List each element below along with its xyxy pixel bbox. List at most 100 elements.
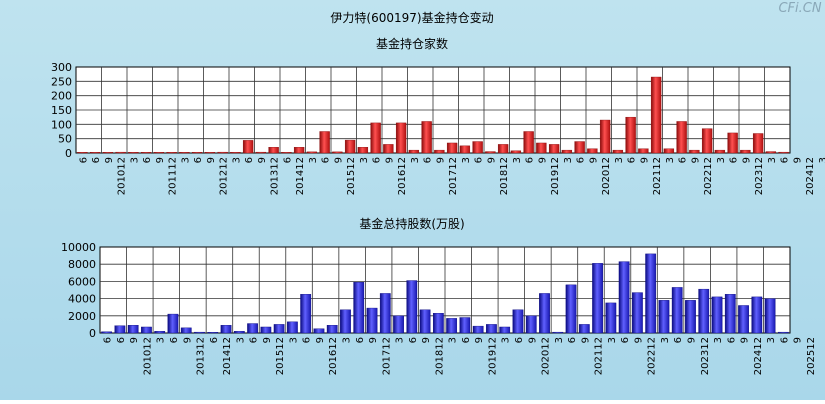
chart1-x-tick-label: 9 [206,157,217,163]
chart1-bar [281,151,292,154]
chart2-bar [233,331,245,334]
chart1-bar [472,141,483,154]
chart1-bar [752,133,764,154]
chart1-x-tick-label: 9 [104,157,115,163]
chart1-x-tick-label: 3 [461,157,472,163]
chart1-x-tick-label: 6 [576,157,587,163]
chart2-x-tick-label: 3 [501,337,512,343]
chart2-bar [565,284,577,334]
chart1-bar [574,141,585,154]
chart2-x-tick-label: 9 [129,337,140,343]
chart1-x-tick-label: 9 [537,157,548,163]
chart1-bar [77,151,88,154]
chart2-x-tick-label: 6 [673,337,684,343]
chart2-bar [180,327,192,334]
chart2-bar [459,317,471,334]
chart2-bar [432,313,444,334]
chart2-x-tick-label: 6 [620,337,631,343]
chart1-x-tick-label: 9 [741,157,752,163]
chart2-bar [605,302,617,334]
chart2-x-tick-label: 201912 [487,337,498,375]
chart1-x-tick-label: 201912 [550,157,561,195]
chart1-x-tick-label: 3 [665,157,676,163]
chart1-x-tick-label: 6 [244,157,255,163]
chart2-bar [220,325,232,334]
chart2-x-tick-label: 9 [182,337,193,343]
chart1-bar [497,144,509,154]
chart1-x-tick-label: 3 [818,157,825,163]
chart1-y-tick-label: 100 [51,118,72,131]
chart1-x-tick-label: 6 [78,157,89,163]
chart1-x-tick-label: 6 [780,157,791,163]
chart1-x-tick-label: 3 [716,157,727,163]
chart1-x-tick-label: 201012 [117,157,128,195]
chart1-x-tick-label: 9 [792,157,803,163]
chart2-bar [738,305,749,334]
chart2-x-tick-label: 9 [474,337,485,343]
chart1-bar [663,148,675,154]
chart1-x-tick-label: 201612 [397,157,408,195]
chart2-bar [114,325,126,334]
chart2-bar [645,253,657,334]
chart2-bar [247,323,258,334]
chart1-x-tick-label: 202312 [754,157,765,195]
chart1-x-tick-label: 6 [678,157,689,163]
chart2-bar [525,315,537,334]
chart1-bar [727,132,738,154]
chart2-bar [685,300,696,334]
chart1-bar [255,151,267,154]
chart2-x-tick-label: 202112 [594,337,605,375]
chart1-bar [332,151,343,154]
chart1-x-tick-label: 201512 [346,157,357,195]
chart1-bar [536,142,547,154]
chart1-title: 基金持仓家数 [376,36,448,51]
chart1-bar [166,151,177,154]
chart1-bar [638,148,649,154]
chart1-bar [357,147,369,154]
chart2-y-tick-label: 10000 [61,241,96,254]
chart1-bar [778,151,789,154]
chart2-bar [486,324,497,334]
chart1-bar [612,149,624,154]
chart2-bar [698,288,710,334]
chart2-bar [632,292,643,334]
chart2-bar [300,294,312,334]
chart1-x-tick-label: 3 [410,157,421,163]
chart1-bar [599,119,611,154]
chart2-bar [154,331,166,334]
chart2-bar [379,293,391,334]
chart2-x-tick-label: 201312 [196,337,207,375]
chart2-bar [552,331,564,334]
chart2-y-tick-label: 8000 [68,258,96,271]
chart2-bar [711,296,723,334]
chart1-x-tick-label: 9 [639,157,650,163]
chart2-bar [406,280,418,334]
chart2-x-tick-label: 202312 [700,337,711,375]
chart2-x-tick-label: 3 [766,337,777,343]
chart1-bar [89,151,101,154]
chart1-x-tick-label: 6 [142,157,153,163]
chart1-x-tick-label: 9 [588,157,599,163]
chart1-x-tick-label: 9 [486,157,497,163]
chart1-y-tick-label: 150 [51,104,72,117]
chart1-x-tick-label: 201112 [168,157,179,195]
chart1-bar [421,121,432,154]
chart2-bar [764,298,776,334]
chart2-bar [141,326,152,334]
chart2-bar [313,328,325,334]
chart2-bar [724,294,736,334]
chart1-bar [523,131,534,154]
chart1-bar [510,150,522,154]
chart1-x-tick-label: 6 [372,157,383,163]
chart1-bar [434,149,445,154]
chart1-bar [459,145,471,154]
chart2-bar [101,331,113,334]
chart1-bar [230,151,241,154]
chart2-x-tick-label: 201712 [381,337,392,375]
chart2-x-tick-label: 3 [156,337,167,343]
chart2-x-tick-label: 6 [461,337,472,343]
chart1-x-tick-label: 9 [333,157,344,163]
chart2-x-tick-label: 9 [421,337,432,343]
chart2-bar [127,325,139,334]
